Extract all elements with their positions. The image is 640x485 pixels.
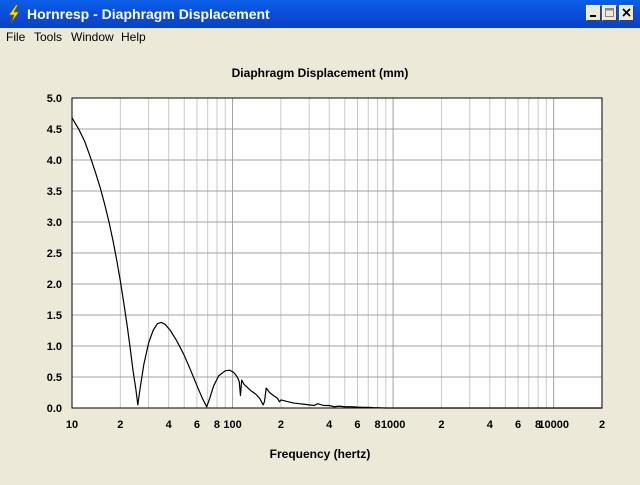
y-tick-label: 2.0 <box>47 279 62 291</box>
menu-bar: File Tools Window Help <box>0 28 640 46</box>
x-tick-label: 2 <box>438 419 444 431</box>
x-tick-label: 100 <box>223 419 241 431</box>
x-tick-label: 2 <box>599 419 605 431</box>
minimize-icon <box>590 15 596 17</box>
x-tick-label: 8 <box>374 419 380 431</box>
x-tick-label: 4 <box>326 419 333 431</box>
y-tick-label: 1.5 <box>47 310 62 322</box>
minimize-button[interactable] <box>586 5 601 21</box>
menu-file[interactable]: File <box>6 30 26 44</box>
x-tick-label: 8 <box>214 419 220 431</box>
y-tick-labels: 0.0 0.5 1.0 1.5 2.0 2.5 3.0 3.5 4.0 4.5 5.0 <box>47 93 62 415</box>
maximize-button[interactable] <box>602 5 617 21</box>
displacement-chart: Diaphragm Displacement (mm) 0.0 0.5 1.0 1.5… <box>47 66 605 461</box>
menu-help[interactable]: Help <box>121 30 146 44</box>
y-tick-label: 5.0 <box>47 93 62 105</box>
x-tick-label: 4 <box>166 419 173 431</box>
y-tick-label: 1.0 <box>47 341 62 353</box>
x-tick-label: 6 <box>194 419 200 431</box>
x-tick-label: 8 <box>535 419 541 431</box>
y-tick-label: 4.5 <box>47 124 62 136</box>
y-tick-label: 4.0 <box>47 155 62 167</box>
grid-lines <box>72 98 602 408</box>
y-tick-label: 3.5 <box>47 186 62 198</box>
window-title: Hornresp - Diaphragm Displacement <box>27 6 270 22</box>
menu-window[interactable]: Window <box>71 30 114 44</box>
x-tick-label: 2 <box>278 419 284 431</box>
x-tick-label: 10000 <box>538 419 569 431</box>
lightning-bolt-icon <box>8 4 20 24</box>
y-tick-label: 2.5 <box>47 248 62 260</box>
y-tick-label: 3.0 <box>47 217 62 229</box>
close-button[interactable] <box>619 5 634 21</box>
x-tick-label: 4 <box>487 419 494 431</box>
series-curve-group <box>71 117 602 409</box>
menu-tools[interactable]: Tools <box>34 30 63 44</box>
x-tick-label: 10 <box>66 419 78 431</box>
x-tick-label: 6 <box>515 419 521 431</box>
x-tick-label: 6 <box>354 419 360 431</box>
x-tick-label: 2 <box>117 419 123 431</box>
title-bar[interactable]: Hornresp - Diaphragm Displacement <box>0 0 640 28</box>
maximize-icon <box>605 8 614 17</box>
close-icon <box>622 8 631 17</box>
series-line <box>71 117 602 409</box>
chart-area: Diaphragm Displacement (mm) 0.0 0.5 1.0 1.5… <box>0 46 640 480</box>
x-tick-label: 1000 <box>381 419 405 431</box>
y-tick-label: 0.0 <box>47 403 62 415</box>
chart-title: Diaphragm Displacement (mm) <box>232 66 409 80</box>
y-tick-label: 0.5 <box>47 372 62 384</box>
x-axis-label: Frequency (hertz) <box>270 447 371 461</box>
plot-border <box>71 97 603 409</box>
